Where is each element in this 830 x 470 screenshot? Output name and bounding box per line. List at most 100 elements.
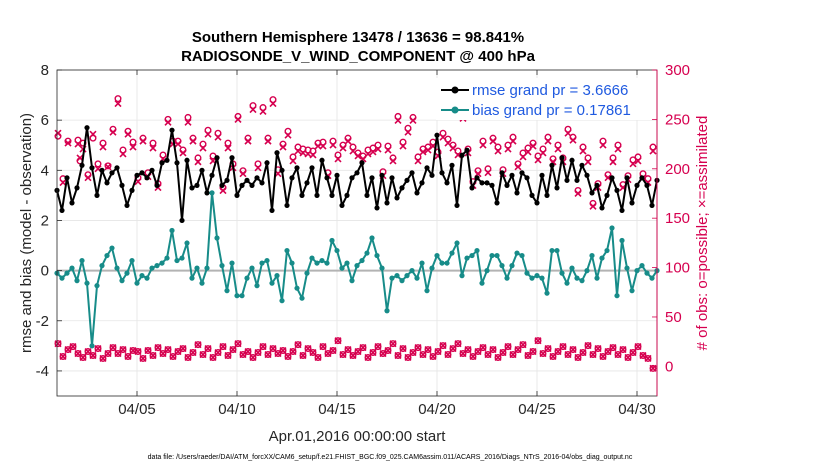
point-rmse bbox=[444, 180, 450, 186]
point-rmse bbox=[209, 172, 215, 178]
obs-assimilated-marker bbox=[584, 158, 592, 166]
obs-possible-marker bbox=[494, 143, 502, 151]
point-bias bbox=[539, 275, 545, 281]
point-rmse bbox=[649, 202, 655, 209]
obs-low-possible-marker bbox=[124, 352, 132, 360]
obs-assimilated-marker bbox=[194, 158, 202, 166]
obs-low-assimilated-marker bbox=[104, 349, 112, 358]
point-bias bbox=[304, 270, 310, 276]
obs-low-possible-marker bbox=[319, 343, 327, 351]
obs-low-possible-marker bbox=[579, 349, 587, 357]
obs-low-possible-marker bbox=[234, 340, 242, 348]
obs-low-possible-marker bbox=[314, 353, 322, 361]
obs-low-possible-marker bbox=[454, 340, 462, 348]
obs-assimilated-marker bbox=[489, 137, 497, 145]
point-bias bbox=[384, 308, 390, 314]
series-lines bbox=[54, 125, 660, 349]
point-rmse bbox=[504, 182, 510, 188]
point-bias bbox=[434, 252, 440, 259]
point-bias bbox=[514, 250, 520, 256]
obs-low-possible-marker bbox=[444, 351, 452, 359]
obs-low-possible-marker bbox=[549, 352, 557, 360]
point-bias bbox=[499, 263, 505, 269]
obs-assimilated-marker bbox=[204, 130, 212, 138]
point-bias bbox=[444, 260, 450, 266]
point-rmse bbox=[594, 182, 600, 188]
obs-low-possible-marker bbox=[589, 351, 597, 359]
point-bias bbox=[509, 263, 515, 269]
point-rmse bbox=[369, 175, 375, 181]
obs-low-assimilated-marker bbox=[294, 341, 302, 349]
obs-low-possible-marker bbox=[99, 354, 107, 362]
obs-low-possible-marker bbox=[394, 351, 402, 359]
point-rmse bbox=[69, 200, 75, 206]
obs-low-assimilated-marker bbox=[334, 337, 342, 345]
y-right-tick-label: 0 bbox=[665, 358, 673, 375]
obs-low-possible-marker bbox=[159, 350, 167, 358]
obs-possible-marker bbox=[204, 126, 212, 134]
obs-possible-marker bbox=[89, 134, 97, 142]
obs-assimilated-marker bbox=[249, 105, 257, 114]
point-bias bbox=[334, 247, 340, 254]
obs-assimilated-marker bbox=[289, 157, 297, 165]
point-bias bbox=[294, 285, 300, 291]
point-bias bbox=[549, 247, 555, 254]
obs-possible-marker bbox=[129, 138, 137, 146]
obs-possible-marker bbox=[479, 137, 487, 145]
obs-low-assimilated-marker bbox=[579, 348, 587, 357]
point-rmse bbox=[469, 185, 475, 191]
obs-low-possible-marker bbox=[519, 341, 527, 349]
obs-low-assimilated-marker bbox=[389, 340, 397, 348]
point-rmse bbox=[304, 180, 310, 186]
x-tick-label: 04/15 bbox=[318, 401, 356, 418]
point-rmse bbox=[589, 190, 595, 196]
obs-assimilated-marker bbox=[264, 137, 272, 145]
obs-assimilated-marker bbox=[529, 142, 537, 150]
obs-assimilated-marker bbox=[484, 169, 492, 177]
point-rmse bbox=[419, 180, 425, 186]
y-axis-left-label: rmse and bias (model - observation) bbox=[18, 113, 35, 353]
obs-low-possible-marker bbox=[649, 364, 657, 372]
obs-low-assimilated-marker bbox=[244, 347, 252, 356]
obs-low-assimilated-marker bbox=[229, 346, 237, 354]
point-bias bbox=[469, 252, 475, 259]
obs-possible-marker bbox=[599, 137, 607, 145]
obs-low-possible-marker bbox=[214, 349, 222, 357]
point-rmse bbox=[514, 190, 520, 196]
obs-assimilated-marker bbox=[179, 149, 187, 157]
point-bias bbox=[484, 268, 490, 274]
point-rmse bbox=[104, 180, 110, 186]
obs-low-assimilated-marker bbox=[214, 348, 222, 357]
obs-low-assimilated-marker bbox=[94, 345, 102, 353]
obs-assimilated-marker bbox=[609, 158, 617, 166]
obs-possible-marker bbox=[159, 151, 167, 159]
point-bias bbox=[419, 260, 425, 266]
point-rmse bbox=[344, 192, 350, 198]
obs-possible-marker bbox=[334, 151, 342, 159]
point-rmse bbox=[619, 207, 625, 214]
obs-assimilated-marker bbox=[239, 170, 247, 178]
point-bias bbox=[574, 275, 580, 281]
obs-low-possible-marker bbox=[509, 351, 517, 359]
obs-low-possible-marker bbox=[284, 352, 292, 360]
obs-assimilated-marker bbox=[479, 141, 487, 149]
point-rmse bbox=[319, 157, 325, 163]
obs-low-possible-marker bbox=[404, 353, 412, 361]
point-bias bbox=[379, 265, 385, 271]
point-bias bbox=[199, 280, 205, 286]
obs-assimilated-marker bbox=[364, 150, 372, 158]
obs-low-assimilated-marker bbox=[54, 340, 62, 348]
obs-low-assimilated-marker bbox=[499, 348, 507, 357]
point-rmse bbox=[404, 177, 410, 183]
obs-low-possible-marker bbox=[164, 346, 172, 354]
point-bias bbox=[424, 288, 430, 294]
obs-assimilated-marker bbox=[539, 149, 547, 157]
obs-low-possible-marker bbox=[369, 349, 377, 357]
point-bias bbox=[224, 288, 230, 294]
point-bias bbox=[589, 252, 595, 259]
obs-low-assimilated-marker bbox=[179, 345, 187, 353]
obs-low-possible-marker bbox=[149, 351, 157, 359]
obs-low-assimilated-marker bbox=[544, 345, 552, 353]
obs-assimilated-marker bbox=[254, 164, 262, 172]
obs-low-possible-marker bbox=[259, 343, 267, 351]
